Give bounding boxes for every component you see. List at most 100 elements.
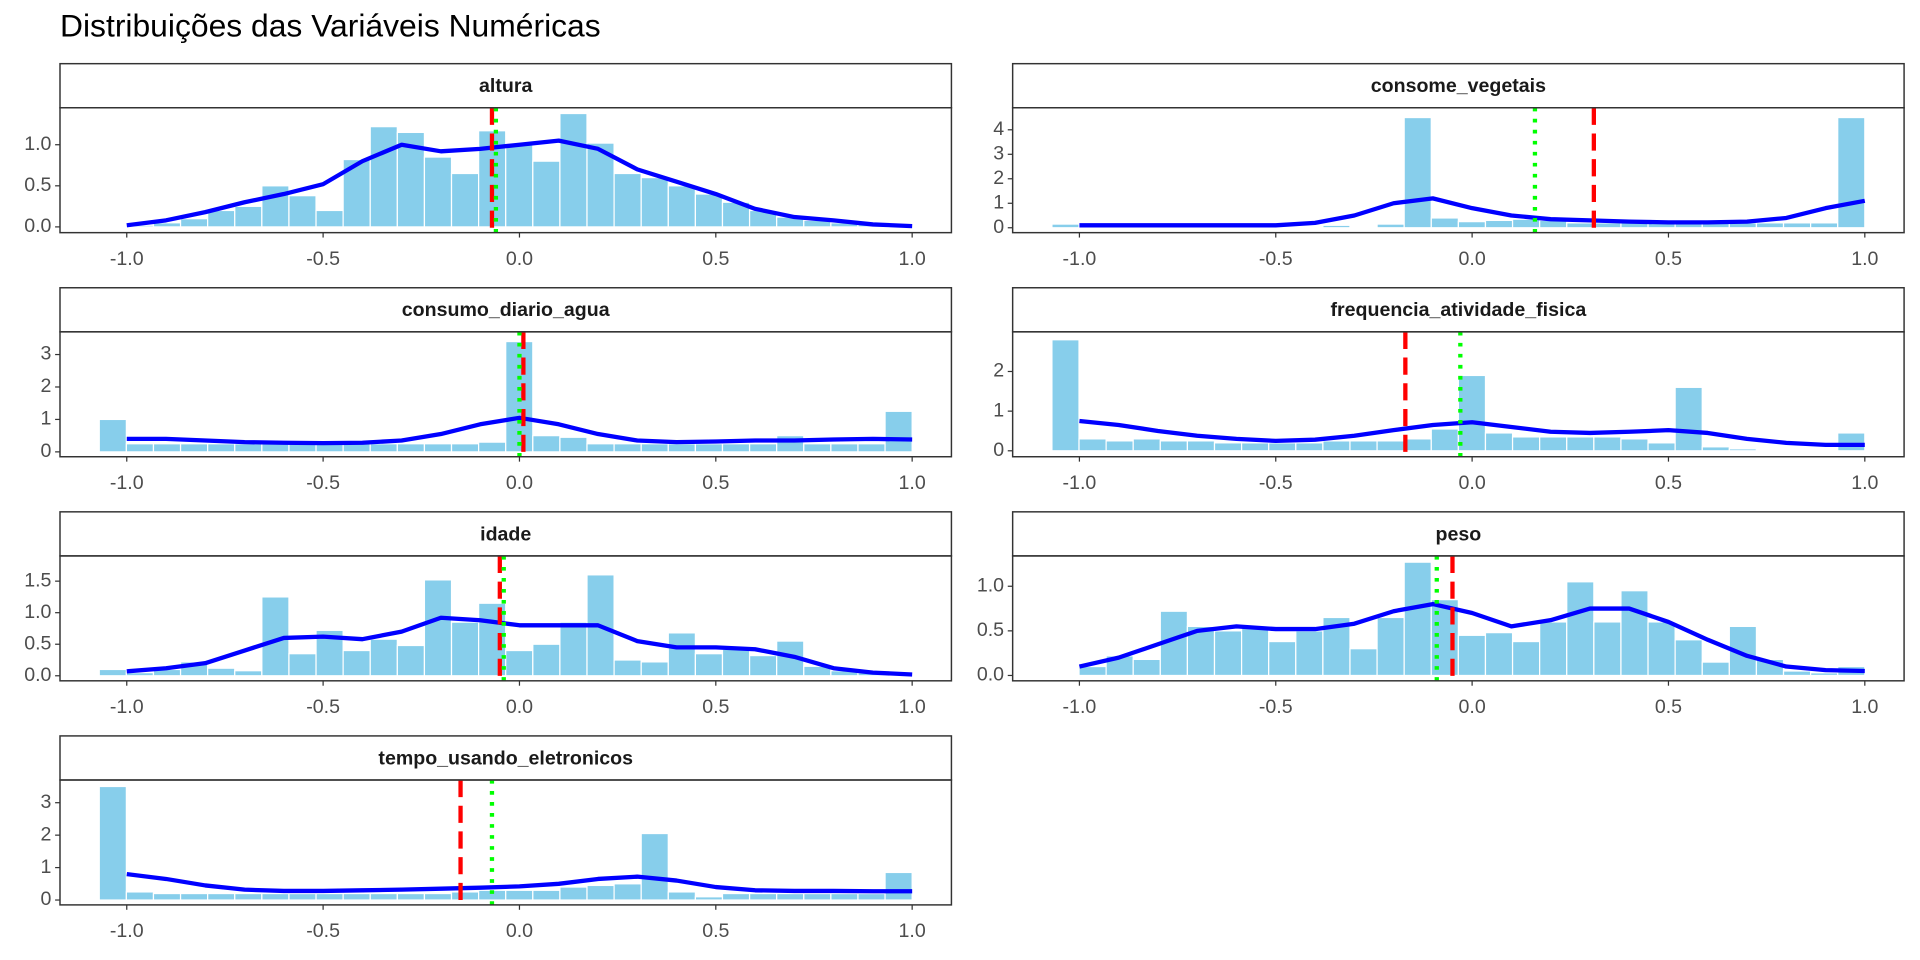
histogram-bar — [1132, 658, 1161, 677]
histogram-bar — [1837, 116, 1866, 229]
x-tick-label: -0.5 — [1259, 472, 1293, 494]
histogram-bar — [532, 160, 561, 228]
histogram-bar — [288, 892, 317, 901]
histogram-bar — [857, 443, 886, 453]
histogram-bar — [1484, 219, 1514, 229]
histogram-bar — [505, 889, 534, 901]
histogram-bar — [1322, 224, 1351, 229]
histogram-bar — [1674, 639, 1703, 677]
histogram-bar — [694, 896, 724, 901]
strip — [59, 287, 953, 333]
histogram-bar — [884, 410, 913, 453]
x-tick-label: 1.0 — [899, 696, 926, 718]
x-tick-label: 0.5 — [1655, 248, 1682, 270]
histogram-bar — [315, 209, 344, 228]
histogram-bar — [1213, 630, 1243, 677]
histogram-bar — [1755, 222, 1785, 229]
histogram-bar — [125, 891, 155, 901]
histogram-bar — [505, 340, 534, 453]
histogram-bar — [152, 892, 182, 901]
histogram-bar — [396, 644, 426, 677]
histogram-bar — [776, 435, 805, 453]
panel-border — [1011, 331, 1905, 458]
histogram-bar — [803, 892, 832, 901]
x-tick-label: 1.0 — [1851, 248, 1878, 270]
histogram-bar — [125, 443, 155, 453]
density-line — [1079, 196, 1866, 228]
histogram-bar — [369, 443, 398, 453]
histogram-bar — [288, 653, 317, 677]
histogram-bar — [1810, 672, 1839, 677]
histogram-bar — [234, 205, 263, 228]
histogram-bar — [694, 443, 724, 453]
strip — [59, 735, 953, 781]
histogram-bar — [830, 443, 859, 453]
panel-title: peso — [1436, 523, 1482, 545]
histogram-bar — [1403, 561, 1432, 677]
histogram-bar — [1295, 442, 1324, 452]
histogram-bar — [423, 156, 453, 228]
y-tick-label: 0 — [993, 439, 1004, 461]
x-tick-label: -0.5 — [306, 696, 340, 718]
y-tick-label: 0.0 — [24, 215, 51, 237]
x-tick-label: -1.0 — [110, 920, 144, 942]
histogram-bar — [640, 661, 669, 677]
histogram-bar — [179, 443, 209, 453]
histogram-bar — [1755, 449, 1785, 452]
histogram-bar — [721, 443, 751, 453]
y-tick-label: 0.5 — [977, 619, 1004, 641]
histogram-bar — [234, 892, 263, 901]
histogram-bar — [694, 653, 724, 677]
histogram-bar — [207, 667, 236, 677]
histogram-bar — [1620, 438, 1649, 452]
histogram-bar — [613, 883, 642, 901]
histogram-bar — [342, 892, 371, 901]
panel-border — [59, 779, 953, 906]
histogram-bar — [1566, 222, 1595, 229]
histogram-bar — [1268, 640, 1297, 677]
histogram-bar — [857, 892, 886, 901]
histogram-bar — [1511, 436, 1541, 452]
histogram-bar — [505, 649, 534, 677]
panel-title: tempo_usando_eletronicos — [378, 747, 633, 769]
histogram-bar — [667, 443, 697, 453]
panel-title: consumo_diario_agua — [402, 299, 611, 321]
histogram-bar — [1511, 640, 1541, 677]
histogram-bar — [1430, 217, 1459, 229]
density-line — [126, 138, 913, 229]
density-line — [1079, 418, 1865, 447]
panel-border — [1011, 107, 1905, 234]
density-line — [126, 871, 913, 894]
histogram-bar — [1593, 222, 1622, 229]
histogram-bar — [1268, 442, 1297, 452]
histogram-bar — [1593, 436, 1622, 452]
histogram-bar — [1376, 616, 1405, 677]
histogram-bar — [234, 670, 263, 677]
histogram-bar — [1240, 625, 1270, 677]
x-tick-label: 0.5 — [702, 920, 729, 942]
histogram-bar — [1539, 621, 1568, 677]
histogram-bar — [586, 884, 615, 901]
y-tick-label: 1 — [41, 856, 52, 878]
y-tick-label: 3 — [41, 343, 52, 365]
x-tick-label: 0.5 — [702, 248, 729, 270]
histogram-bar — [207, 443, 236, 453]
histogram-bar — [1810, 222, 1839, 229]
histogram-bar — [1132, 438, 1161, 452]
histogram-bar — [721, 892, 751, 901]
panel-border — [59, 555, 953, 682]
x-tick-label: 0.5 — [702, 696, 729, 718]
x-tick-label: -1.0 — [1063, 248, 1097, 270]
x-tick-label: -0.5 — [306, 472, 340, 494]
y-tick-label: 1.0 — [24, 133, 51, 155]
y-tick-label: 0 — [41, 888, 52, 910]
histogram-bar — [1213, 442, 1243, 452]
histogram-bar — [1403, 438, 1432, 452]
histogram-bar — [884, 871, 913, 901]
histogram-bar — [1349, 440, 1378, 452]
histogram-bar — [613, 172, 642, 228]
histogram-bar — [1376, 223, 1405, 229]
histogram-bar — [667, 891, 697, 901]
